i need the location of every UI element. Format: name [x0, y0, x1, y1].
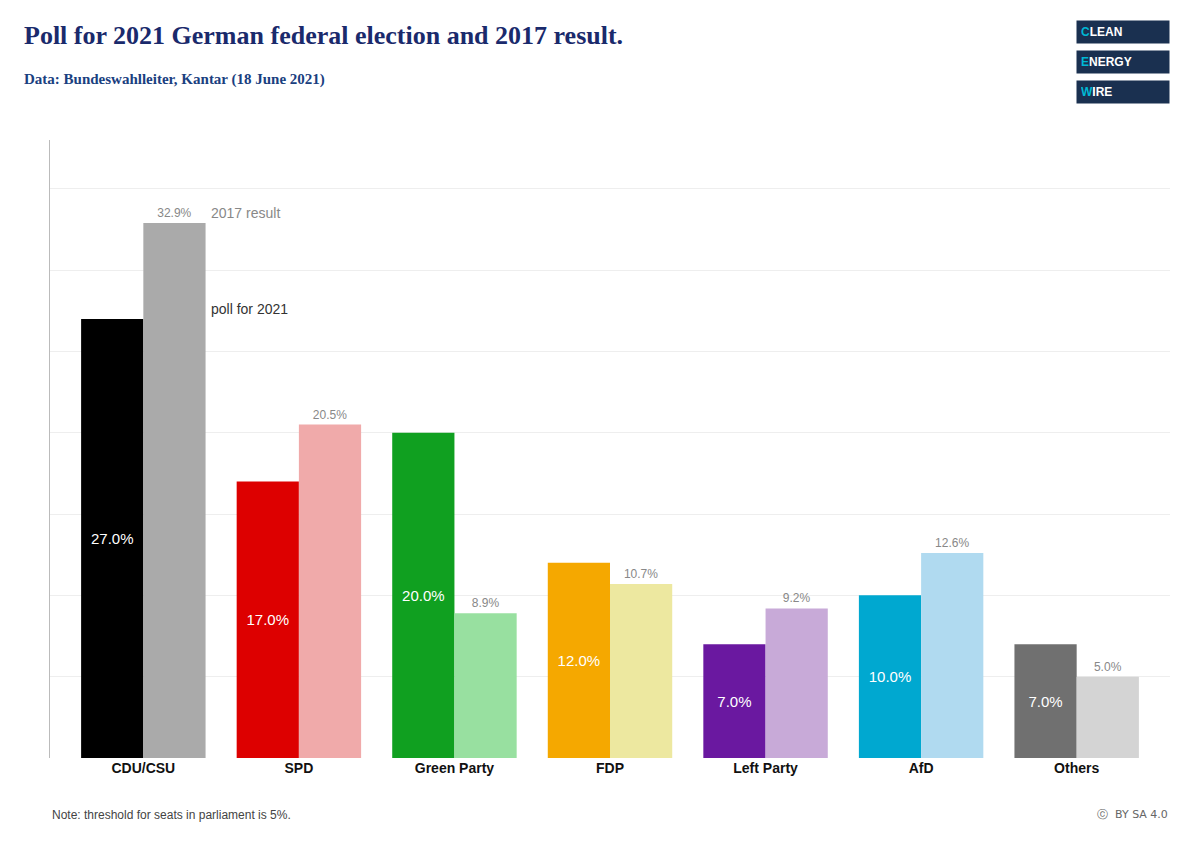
svg-text:SPD: SPD — [284, 760, 313, 776]
svg-text:7.0%: 7.0% — [717, 693, 751, 710]
svg-text:FDP: FDP — [596, 760, 624, 776]
svg-text:12.0%: 12.0% — [558, 652, 601, 669]
svg-text:CDU/CSU: CDU/CSU — [111, 760, 175, 776]
svg-text:Others: Others — [1054, 760, 1099, 776]
svg-text:Poll for 2021 German federal e: Poll for 2021 German federal election an… — [24, 21, 623, 50]
svg-text:Left Party: Left Party — [733, 760, 798, 776]
svg-text:2017 result: 2017 result — [211, 205, 280, 221]
svg-text:8.9%: 8.9% — [472, 596, 500, 610]
svg-text:17.0%: 17.0% — [247, 611, 290, 628]
svg-text:WIRE: WIRE — [1081, 85, 1112, 99]
svg-text:12.6%: 12.6% — [935, 536, 969, 550]
svg-text:ENERGY: ENERGY — [1081, 55, 1132, 69]
svg-text:ⓒ BY SA 4.0: ⓒ BY SA 4.0 — [1097, 808, 1168, 821]
svg-text:20.5%: 20.5% — [313, 408, 347, 422]
svg-text:AfD: AfD — [909, 760, 934, 776]
svg-text:10.0%: 10.0% — [869, 668, 912, 685]
svg-text:7.0%: 7.0% — [1028, 693, 1062, 710]
svg-text:9.2%: 9.2% — [783, 591, 811, 605]
svg-text:Note: threshold for seats in p: Note: threshold for seats in parliament … — [52, 808, 291, 822]
svg-text:poll for 2021: poll for 2021 — [211, 301, 288, 317]
svg-text:27.0%: 27.0% — [91, 530, 134, 547]
svg-text:5.0%: 5.0% — [1094, 660, 1122, 674]
svg-text:Green Party: Green Party — [415, 760, 495, 776]
svg-text:Data: Bundeswahlleiter, Kantar: Data: Bundeswahlleiter, Kantar (18 June … — [24, 71, 325, 88]
svg-text:32.9%: 32.9% — [157, 206, 191, 220]
svg-text:CLEAN: CLEAN — [1081, 25, 1122, 39]
svg-text:10.7%: 10.7% — [624, 567, 658, 581]
svg-text:20.0%: 20.0% — [402, 587, 445, 604]
